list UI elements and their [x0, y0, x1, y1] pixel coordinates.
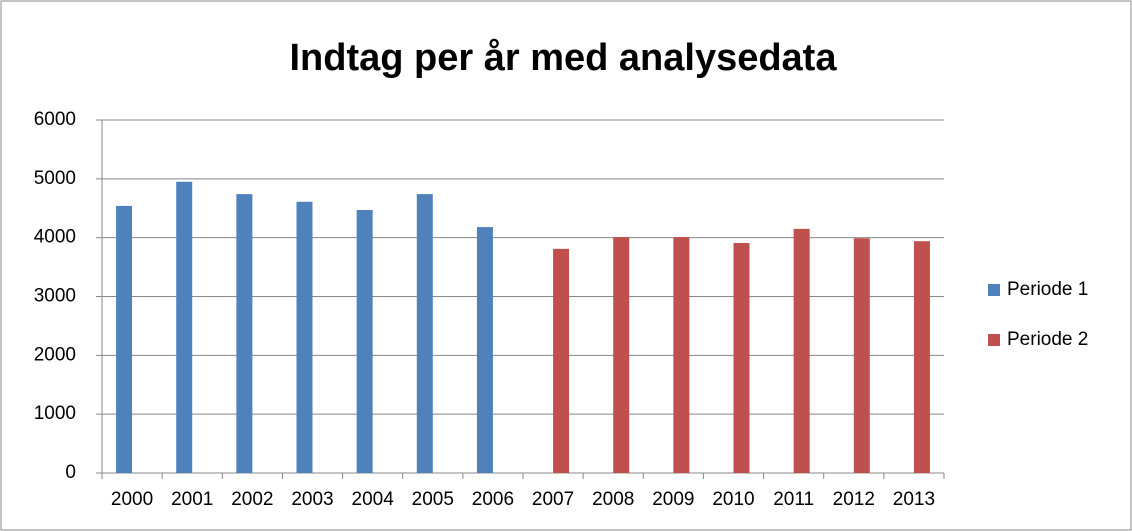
x-tick-label: 2002: [231, 489, 273, 510]
x-tick-label: 2000: [111, 489, 153, 510]
x-tick-label: 2004: [352, 489, 395, 510]
y-tick-label: 5000: [34, 168, 76, 189]
bar: [176, 181, 193, 473]
x-tick-label: 2010: [712, 489, 754, 510]
bar: [553, 248, 570, 473]
chart-title: Indtag per år med analysedata: [290, 37, 838, 79]
x-tick-label: 2006: [472, 489, 514, 510]
y-tick-label: 3000: [34, 286, 76, 307]
x-tick-label: 2009: [652, 489, 694, 510]
x-tick-label: 2001: [171, 489, 213, 510]
bar: [853, 238, 870, 473]
bar: [733, 242, 750, 473]
y-tick-label: 6000: [34, 109, 76, 130]
bar: [613, 237, 630, 473]
x-tick-label: 2011: [773, 489, 814, 510]
bar: [416, 194, 433, 473]
legend-label: Periode 2: [1007, 329, 1088, 350]
bar: [476, 227, 493, 473]
bar: [913, 241, 930, 473]
bar: [236, 194, 253, 473]
y-tick-label: 1000: [34, 403, 76, 424]
bar: [356, 210, 373, 473]
legend-label: Periode 1: [1007, 279, 1088, 300]
y-tick-label: 2000: [34, 344, 76, 365]
bar: [793, 228, 810, 473]
legend-swatch: [988, 334, 1000, 346]
legend-swatch: [988, 284, 1000, 296]
bar: [673, 237, 690, 473]
x-tick-label: 2003: [291, 489, 333, 510]
x-tick-label: 2013: [893, 489, 935, 510]
x-tick-label: 2008: [592, 489, 634, 510]
bar: [296, 201, 313, 474]
y-tick-label: 0: [65, 462, 76, 483]
x-tick-label: 2005: [412, 489, 454, 510]
x-tick-label: 2007: [532, 489, 574, 510]
y-tick-label: 4000: [34, 227, 76, 248]
bar: [116, 205, 133, 473]
x-tick-label: 2012: [833, 489, 875, 510]
